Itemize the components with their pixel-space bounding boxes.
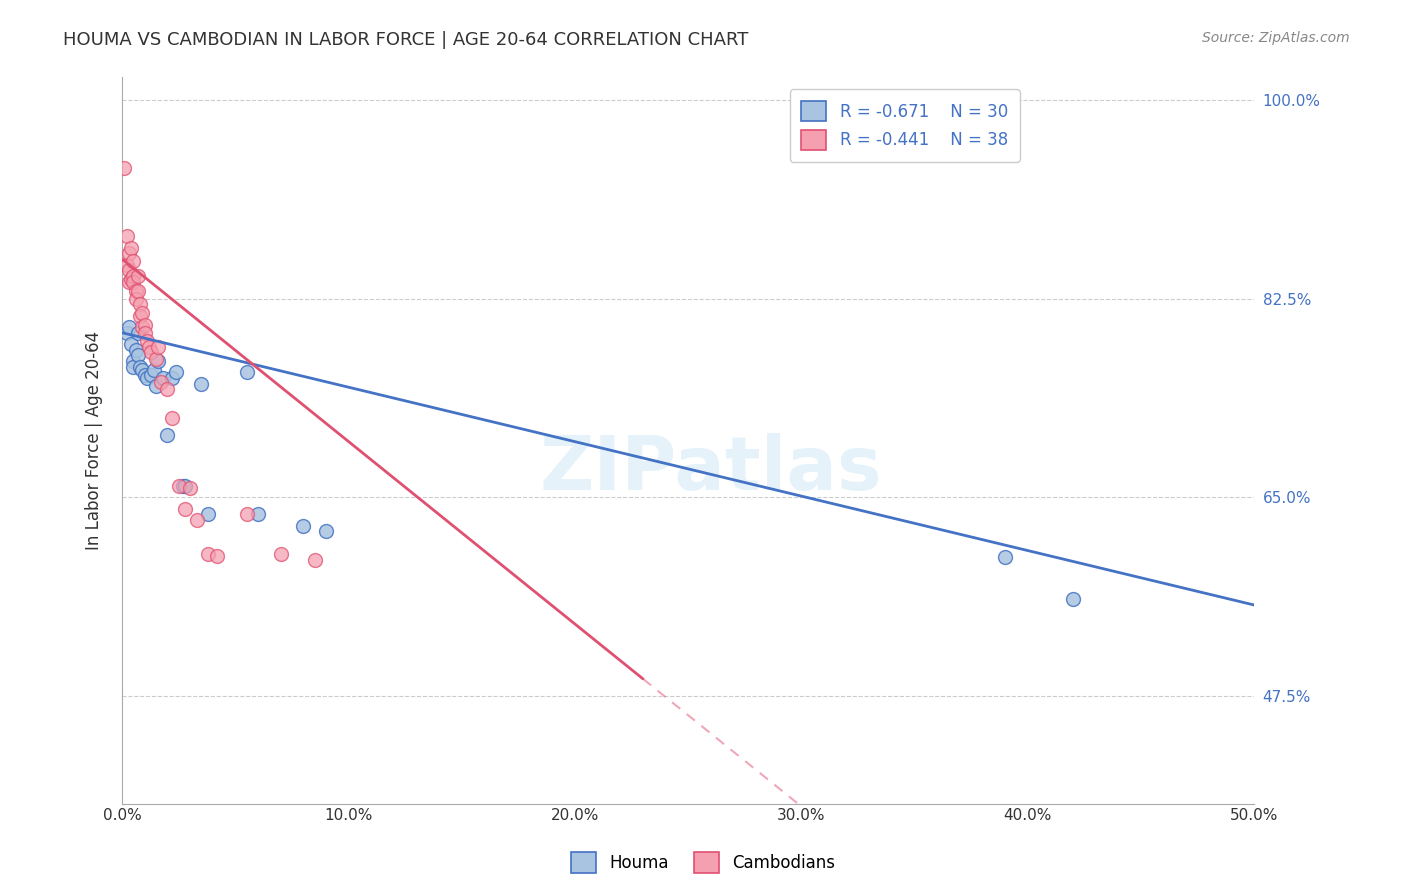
Point bbox=[115, 258, 138, 272]
Point bbox=[122, 268, 145, 283]
Y-axis label: In Labor Force | Age 20-64: In Labor Force | Age 20-64 bbox=[86, 331, 103, 550]
Point bbox=[134, 368, 156, 382]
Point bbox=[141, 368, 163, 382]
Point bbox=[190, 376, 212, 391]
Point bbox=[134, 326, 156, 340]
Point bbox=[174, 501, 197, 516]
Point bbox=[179, 481, 201, 495]
Point bbox=[205, 549, 228, 564]
Point bbox=[122, 359, 145, 374]
Point bbox=[118, 320, 141, 334]
Point bbox=[174, 479, 197, 493]
Point bbox=[122, 275, 145, 289]
Point bbox=[167, 479, 190, 493]
Point bbox=[136, 334, 159, 348]
Point bbox=[115, 229, 138, 244]
Legend: R = -0.671    N = 30, R = -0.441    N = 38: R = -0.671 N = 30, R = -0.441 N = 38 bbox=[790, 89, 1019, 161]
Point bbox=[127, 268, 149, 283]
Point bbox=[186, 513, 208, 527]
Point bbox=[152, 371, 174, 385]
Point bbox=[120, 272, 142, 286]
Point bbox=[124, 284, 146, 298]
Point bbox=[120, 241, 142, 255]
Point bbox=[246, 508, 269, 522]
Point bbox=[127, 284, 149, 298]
Point bbox=[315, 524, 337, 539]
Point bbox=[148, 341, 170, 355]
Point bbox=[131, 306, 153, 320]
Point bbox=[115, 326, 138, 340]
Point bbox=[136, 371, 159, 385]
Point bbox=[197, 547, 219, 561]
Point bbox=[156, 383, 179, 397]
Point bbox=[141, 345, 163, 359]
Point bbox=[270, 547, 292, 561]
Point bbox=[129, 359, 152, 374]
Point bbox=[197, 508, 219, 522]
Point bbox=[160, 410, 183, 425]
Text: Source: ZipAtlas.com: Source: ZipAtlas.com bbox=[1202, 31, 1350, 45]
Legend: Houma, Cambodians: Houma, Cambodians bbox=[564, 846, 842, 880]
Point bbox=[120, 337, 142, 351]
Point bbox=[235, 508, 257, 522]
Point bbox=[118, 246, 141, 260]
Point bbox=[129, 309, 152, 323]
Point bbox=[148, 354, 170, 368]
Point bbox=[124, 292, 146, 306]
Point bbox=[118, 275, 141, 289]
Point bbox=[134, 318, 156, 332]
Point bbox=[129, 297, 152, 311]
Point bbox=[118, 263, 141, 277]
Point bbox=[304, 552, 326, 566]
Point bbox=[127, 348, 149, 362]
Point bbox=[127, 326, 149, 340]
Point bbox=[292, 518, 315, 533]
Point bbox=[1062, 592, 1084, 607]
Point bbox=[994, 550, 1017, 565]
Text: ZIPatlas: ZIPatlas bbox=[540, 434, 882, 506]
Point bbox=[156, 428, 179, 442]
Point bbox=[142, 363, 165, 377]
Point bbox=[124, 343, 146, 357]
Point bbox=[145, 379, 167, 393]
Point bbox=[138, 341, 160, 355]
Point bbox=[122, 254, 145, 268]
Point bbox=[235, 366, 257, 380]
Point bbox=[131, 363, 153, 377]
Text: HOUMA VS CAMBODIAN IN LABOR FORCE | AGE 20-64 CORRELATION CHART: HOUMA VS CAMBODIAN IN LABOR FORCE | AGE … bbox=[63, 31, 748, 49]
Point bbox=[160, 371, 183, 385]
Point bbox=[165, 366, 187, 380]
Point bbox=[145, 351, 167, 366]
Point bbox=[149, 375, 172, 389]
Point bbox=[112, 161, 135, 176]
Point bbox=[122, 354, 145, 368]
Point bbox=[172, 479, 194, 493]
Point bbox=[131, 320, 153, 334]
